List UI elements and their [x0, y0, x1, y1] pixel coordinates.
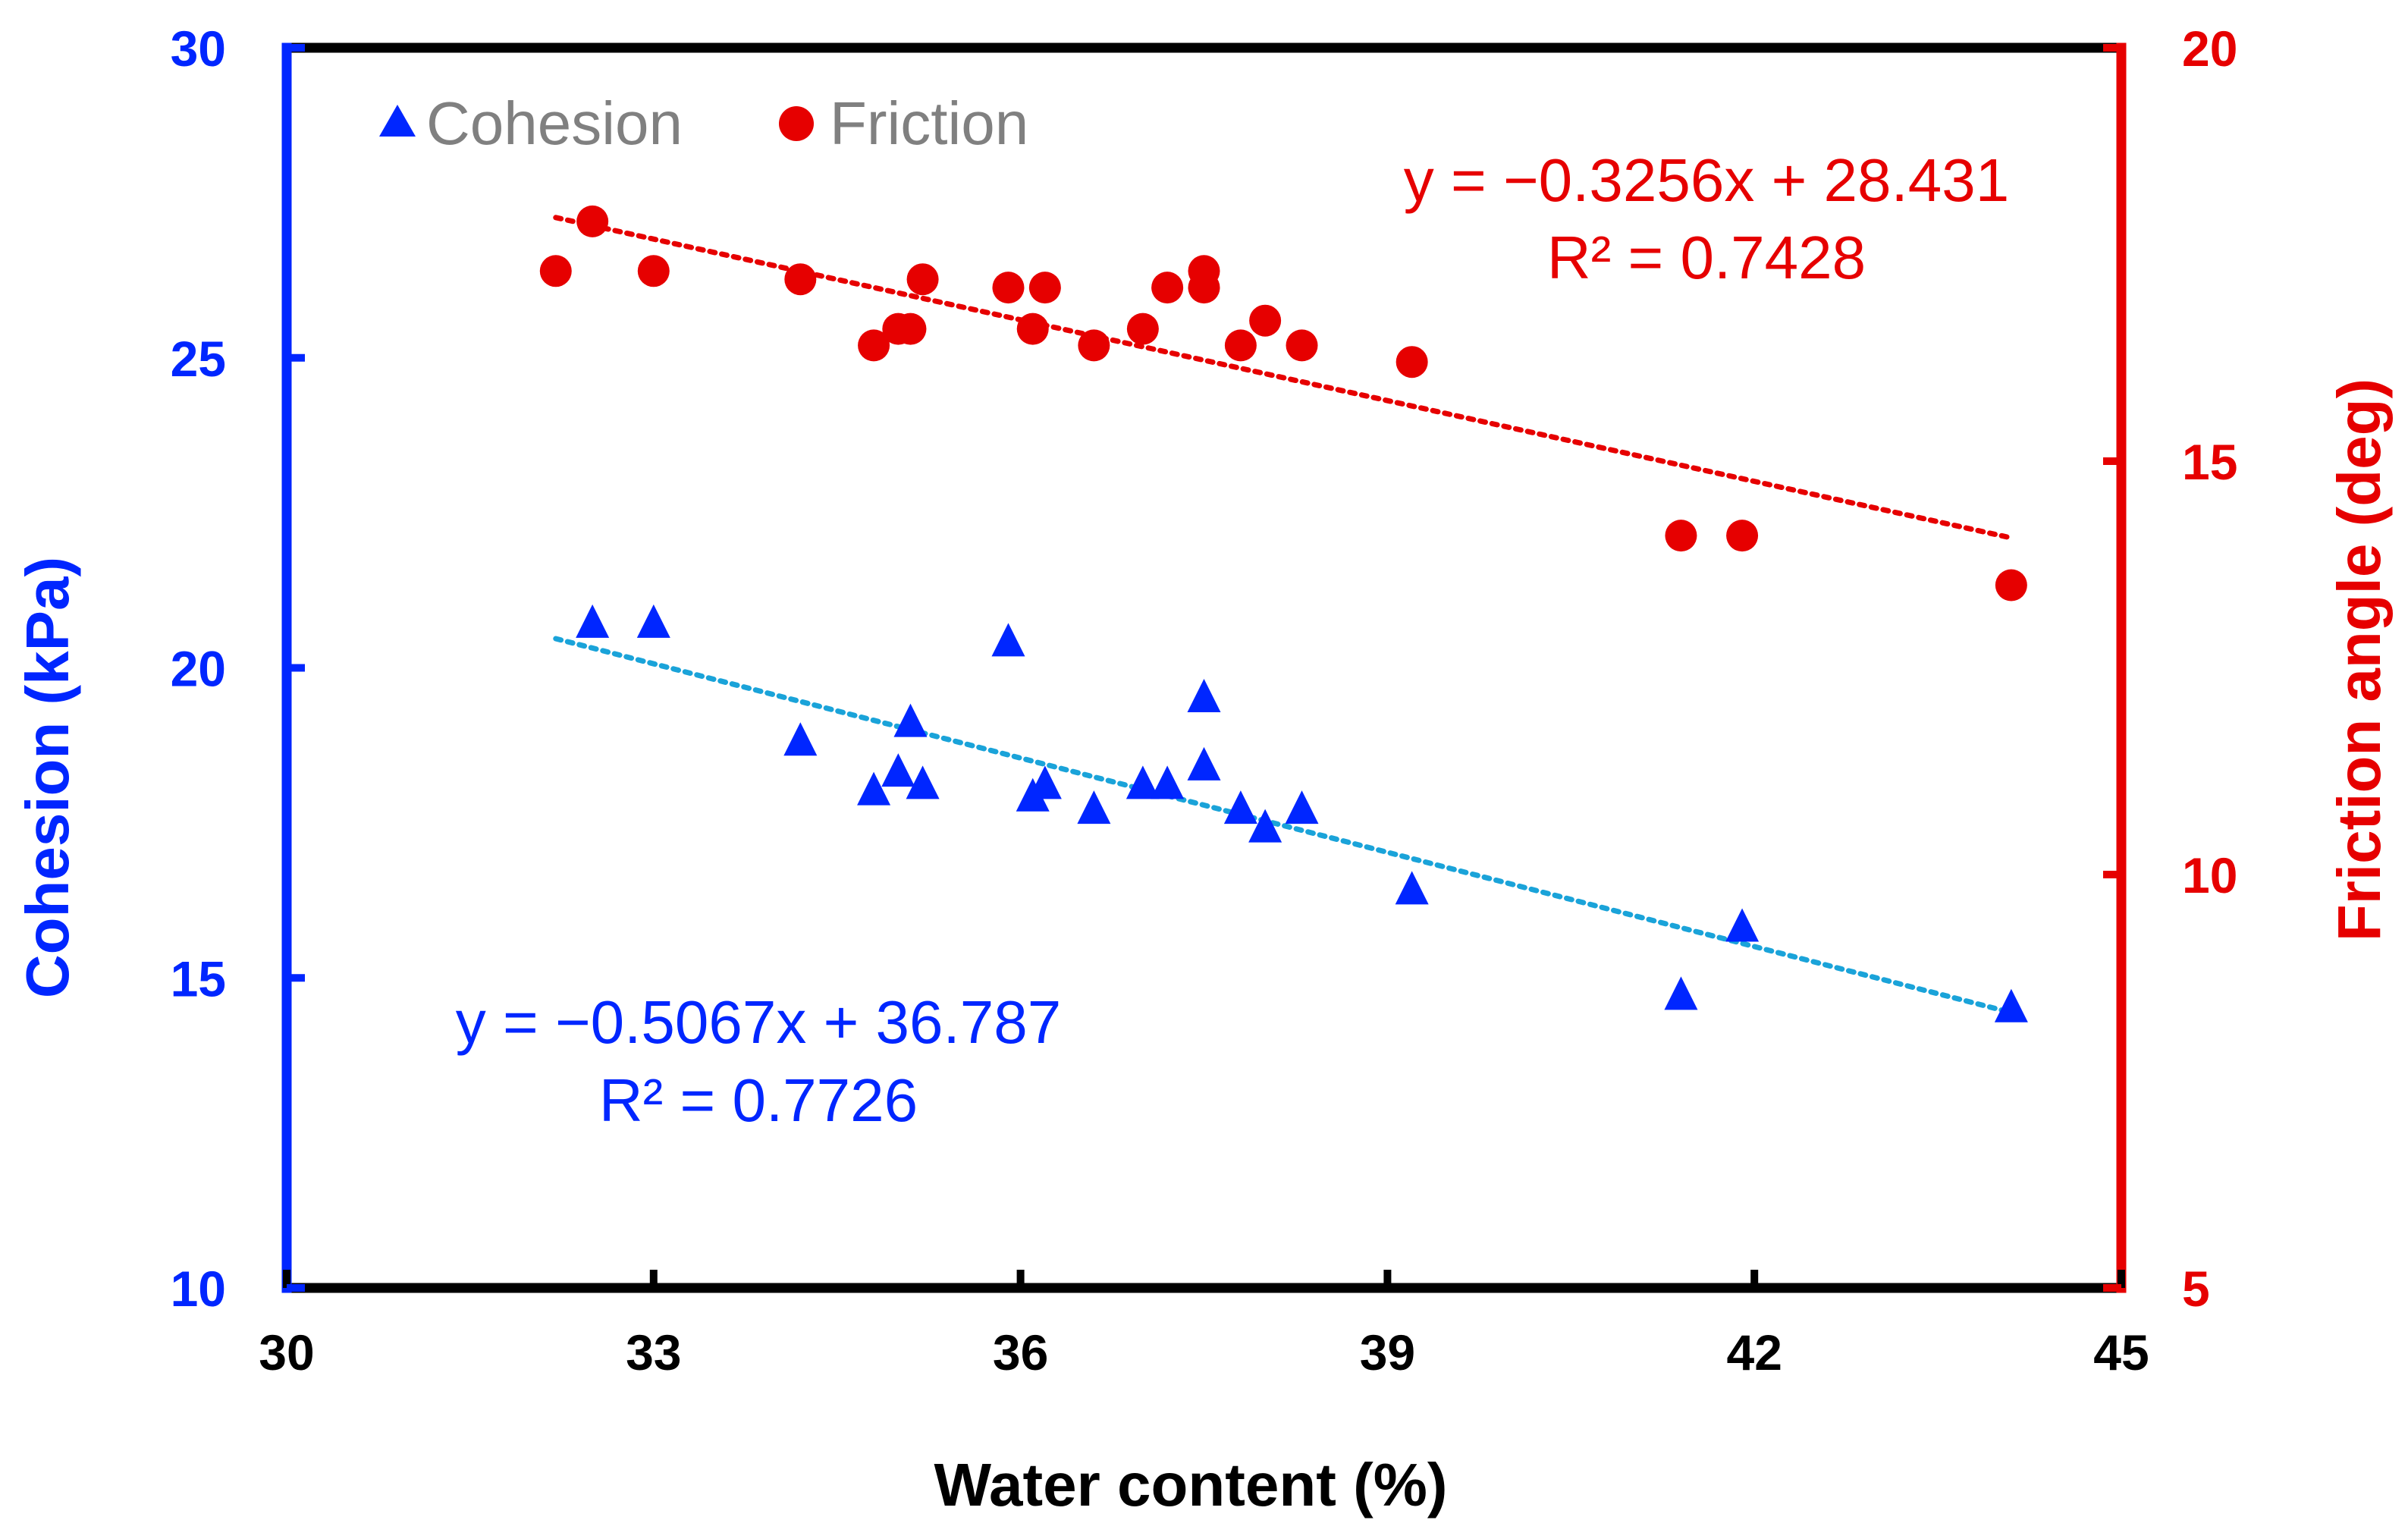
- friction-point: [906, 263, 939, 296]
- cohesion-point: [1126, 765, 1160, 799]
- x-tick-label: 36: [993, 1324, 1048, 1380]
- friction-point: [784, 263, 817, 296]
- cohesion-point: [1395, 871, 1429, 905]
- y-right-axis-title: Friction angle (deg): [2325, 378, 2393, 941]
- cohesion-point: [857, 771, 891, 806]
- legend-friction-label: Friction: [830, 90, 1028, 157]
- friction-point: [1286, 329, 1318, 362]
- y-right-tick-label: 10: [2182, 847, 2237, 903]
- cohesion-point: [1664, 976, 1698, 1010]
- cohesion-trendline: [553, 636, 2014, 1016]
- cohesion-point: [1248, 809, 1282, 843]
- legend-cohesion-marker: [379, 105, 416, 137]
- y-right-tick-label: 5: [2182, 1261, 2210, 1317]
- cohesion-point: [1187, 746, 1221, 780]
- cohesion-point: [1028, 765, 1062, 799]
- trendlines: [553, 215, 2014, 1016]
- friction-point: [1016, 313, 1049, 345]
- legend: Cohesion Friction: [379, 90, 1028, 157]
- y-left-tick-label: 10: [171, 1261, 226, 1317]
- friction-point: [1151, 272, 1184, 304]
- friction-point: [1224, 329, 1257, 362]
- friction-point: [576, 205, 609, 237]
- friction-point: [1078, 329, 1110, 362]
- x-tick-label: 33: [626, 1324, 681, 1380]
- cohesion-equation: y = −0.5067x + 36.787: [456, 988, 1061, 1056]
- legend-cohesion-label: Cohesion: [426, 90, 683, 157]
- x-tick-label: 42: [1726, 1324, 1782, 1380]
- data-points: [539, 205, 2028, 1022]
- cohesion-point: [1223, 790, 1257, 824]
- friction-point: [1396, 346, 1428, 378]
- y-left-tick-label: 20: [171, 641, 226, 697]
- x-tick-label: 39: [1360, 1324, 1415, 1380]
- x-tick-label: 30: [259, 1324, 314, 1380]
- cohesion-point: [1725, 908, 1760, 942]
- friction-point: [894, 313, 927, 345]
- cohesion-point: [893, 703, 928, 737]
- friction-point: [1126, 313, 1159, 345]
- cohesion-point: [783, 722, 818, 756]
- friction-point: [1188, 272, 1220, 304]
- axis-ticks: 30 33 36 39 42 45 10 15 20 25 30 5 10 15 20: [171, 20, 2238, 1380]
- cohesion-point: [1077, 790, 1111, 824]
- friction-r2: R² = 0.7428: [1547, 224, 1866, 291]
- friction-point: [992, 272, 1025, 304]
- friction-point: [1028, 272, 1061, 304]
- cohesion-point: [1994, 988, 2028, 1022]
- cohesion-point: [1187, 678, 1221, 712]
- cohesion-point: [906, 765, 940, 799]
- friction-point: [637, 255, 670, 287]
- friction-point: [539, 255, 572, 287]
- y-left-axis-title: Cohesion (kPa): [14, 557, 81, 998]
- friction-point: [858, 329, 890, 362]
- friction-point: [1249, 304, 1282, 337]
- y-left-tick-label: 25: [171, 331, 226, 387]
- cohesion-point: [991, 623, 1025, 657]
- y-right-tick-label: 20: [2182, 20, 2237, 77]
- y-right-tick-label: 15: [2182, 434, 2237, 490]
- y-left-tick-label: 30: [171, 20, 226, 77]
- friction-equation: y = −0.3256x + 28.431: [1404, 146, 2009, 214]
- x-axis-title: Water content (%): [934, 1451, 1447, 1519]
- friction-point: [1726, 520, 1759, 552]
- legend-friction-marker: [779, 106, 814, 141]
- cohesion-point: [1285, 790, 1319, 824]
- y-left-tick-label: 15: [171, 950, 226, 1007]
- friction-point: [1995, 569, 2027, 601]
- cohesion-point: [881, 753, 915, 787]
- cohesion-point: [576, 604, 610, 638]
- x-tick-label: 45: [2093, 1324, 2149, 1380]
- friction-point: [1665, 520, 1697, 552]
- cohesion-point: [636, 604, 670, 638]
- cohesion-r2: R² = 0.7726: [599, 1066, 918, 1134]
- cohesion-point: [1151, 765, 1185, 799]
